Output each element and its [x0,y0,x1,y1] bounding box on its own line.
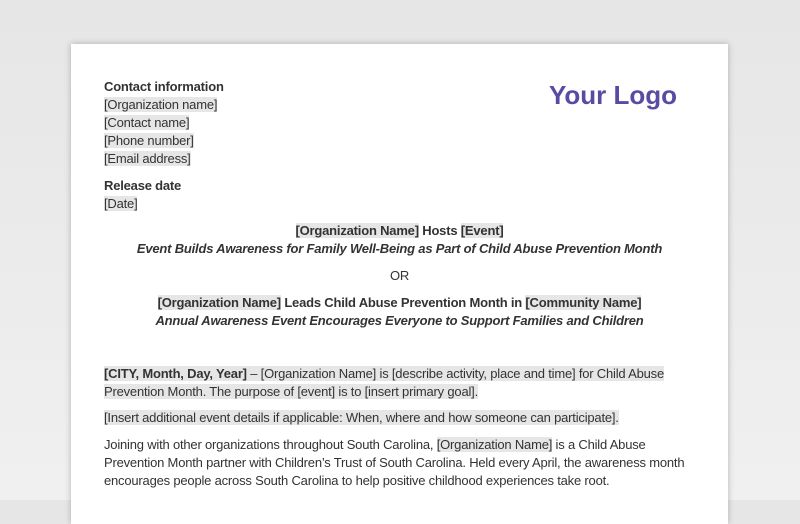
headline-2-middle: Leads Child Abuse Prevention Month in [280,295,526,310]
subtitle-1: Event Builds Awareness for Family Well-B… [136,241,663,256]
contact-org-name: [Organization name] [104,97,218,112]
headline-1: [Organization Name] Hosts [Event] [71,222,728,240]
headline-1-middle: Hosts [418,223,461,238]
paragraph-3-before: Joining with other organizations through… [104,437,437,452]
logo-placeholder: Your Logo [549,80,678,110]
contact-name: [Contact name] [104,115,190,130]
paragraph-3: Joining with other organizations through… [104,436,704,490]
headline-1-event: [Event] [460,223,504,238]
paragraph-3-after: is a Child Abuse Prevention Month partne… [104,437,685,488]
paragraph-1-text: – [Organization Name] is [describe activ… [104,366,664,399]
paragraph-3-org: [Organization Name] [436,437,553,452]
headline-2-org: [Organization Name] [157,295,281,310]
dateline: [CITY, Month, Day, Year] [104,366,247,381]
contact-phone: [Phone number] [104,133,194,148]
contact-heading: Contact information [104,79,224,94]
release-date: [Date] [104,196,138,211]
paragraph-2-text: [Insert additional event details if appl… [104,410,619,425]
headline-2-community: [Community Name] [525,295,642,310]
headline-2: [Organization Name] Leads Child Abuse Pr… [71,294,728,312]
contact-email: [Email address] [104,151,191,166]
headline-1-org: [Organization Name] [295,223,419,238]
subtitle-2: Annual Awareness Event Encourages Everyo… [155,313,644,328]
or-separator: OR [389,268,410,283]
release-heading: Release date [104,178,182,193]
paragraph-1: [CITY, Month, Day, Year] – [Organization… [104,365,704,401]
document-page: Your Logo Contact information [Organizat… [71,44,728,524]
paragraph-2: [Insert additional event details if appl… [104,409,704,427]
